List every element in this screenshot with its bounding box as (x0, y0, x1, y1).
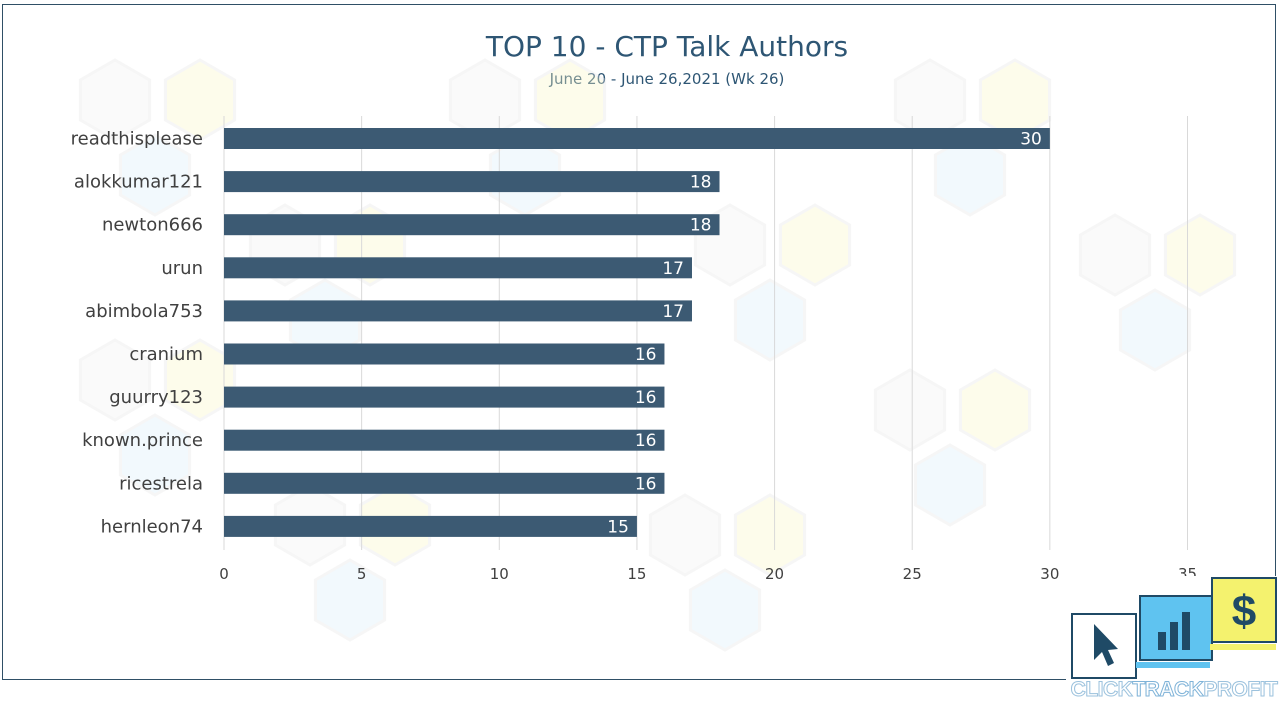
watermark-hexagon (913, 443, 987, 527)
brand-wordmark: CLICKTRACKPROFIT (1070, 678, 1278, 702)
brand-logo: $ CLICKTRACKPROFIT (1066, 576, 1280, 704)
dollar-icon: $ (1211, 577, 1277, 643)
bar-data-label: 17 (662, 259, 684, 279)
bar-data-label: 18 (690, 173, 712, 193)
bar-data-label: 15 (607, 517, 629, 537)
bar (224, 343, 665, 365)
bar-data-label: 17 (662, 302, 684, 322)
x-tick-label: 0 (219, 565, 229, 583)
watermark-hexagon (313, 558, 387, 642)
svg-text:$: $ (1232, 587, 1256, 636)
category-label: guurry123 (109, 387, 203, 408)
bar (224, 128, 1050, 149)
watermark-hexagon (688, 568, 762, 652)
watermark-hexagon (958, 368, 1032, 452)
category-label: ricestrela (119, 473, 203, 494)
watermark-hexagon (648, 493, 722, 577)
brand-word-profit: PROFIT (1203, 678, 1279, 702)
category-label: abimbola753 (85, 301, 203, 322)
watermark-hexagon (733, 493, 807, 577)
watermark-hexagon (733, 278, 807, 362)
bar-data-label: 16 (635, 474, 657, 494)
bar (224, 386, 665, 408)
category-label: hernleon74 (101, 516, 203, 537)
x-tick-label: 5 (357, 565, 367, 583)
watermark-hexagon (78, 58, 152, 142)
bar (224, 472, 665, 494)
bar (224, 300, 692, 322)
bars: 30 18 18 17 17 16 16 16 16 15 (224, 128, 1050, 537)
x-tick-label: 20 (765, 565, 784, 583)
watermark-hexagon (1163, 213, 1237, 297)
bar (224, 429, 665, 451)
bar (224, 214, 720, 236)
watermark-hexagon (118, 413, 192, 497)
bar-data-label: 16 (635, 431, 657, 451)
watermark-hexagon (873, 368, 947, 452)
watermark-hexagon (78, 338, 152, 422)
cursor-icon (1071, 613, 1137, 679)
bar-data-label: 18 (690, 216, 712, 236)
watermark-hexagon (163, 58, 237, 142)
bar (224, 171, 720, 193)
x-tick-label: 10 (490, 565, 509, 583)
bar-data-label: 30 (1020, 130, 1042, 150)
category-label: urun (161, 258, 203, 279)
chart-title: TOP 10 - CTP Talk Authors (485, 30, 849, 63)
chart-frame (2, 4, 1276, 680)
x-tick-label: 30 (1040, 565, 1059, 583)
watermark-hexagon (778, 203, 852, 287)
watermark-hexagon (1118, 288, 1192, 372)
bar (224, 515, 637, 537)
category-labels: readthisplease alokkumar121 newton666 urun a… (71, 129, 203, 538)
category-label: readthisplease (71, 129, 203, 150)
watermark-hexagon (118, 133, 192, 217)
bar-data-label: 16 (635, 345, 657, 365)
x-tick-labels: 0 5 10 15 20 25 30 35 (219, 565, 1197, 583)
bar-data-label: 16 (635, 388, 657, 408)
category-label: known.prince (82, 430, 203, 451)
brand-word-track: TRACK (1132, 678, 1205, 702)
chart-subtitle: June 20 - June 26,2021 (Wk 26) (549, 70, 785, 88)
bar-chart-icon (1139, 595, 1213, 661)
bar (224, 257, 692, 279)
x-tick-label: 25 (903, 565, 922, 583)
brand-word-click: CLICK (1070, 678, 1133, 702)
watermark-hexagon (1078, 213, 1152, 297)
x-tick-label: 15 (627, 565, 646, 583)
category-label: alokkumar121 (74, 172, 203, 193)
category-label: cranium (129, 344, 203, 365)
category-label: newton666 (102, 215, 203, 236)
watermark-hexagon (933, 133, 1007, 217)
